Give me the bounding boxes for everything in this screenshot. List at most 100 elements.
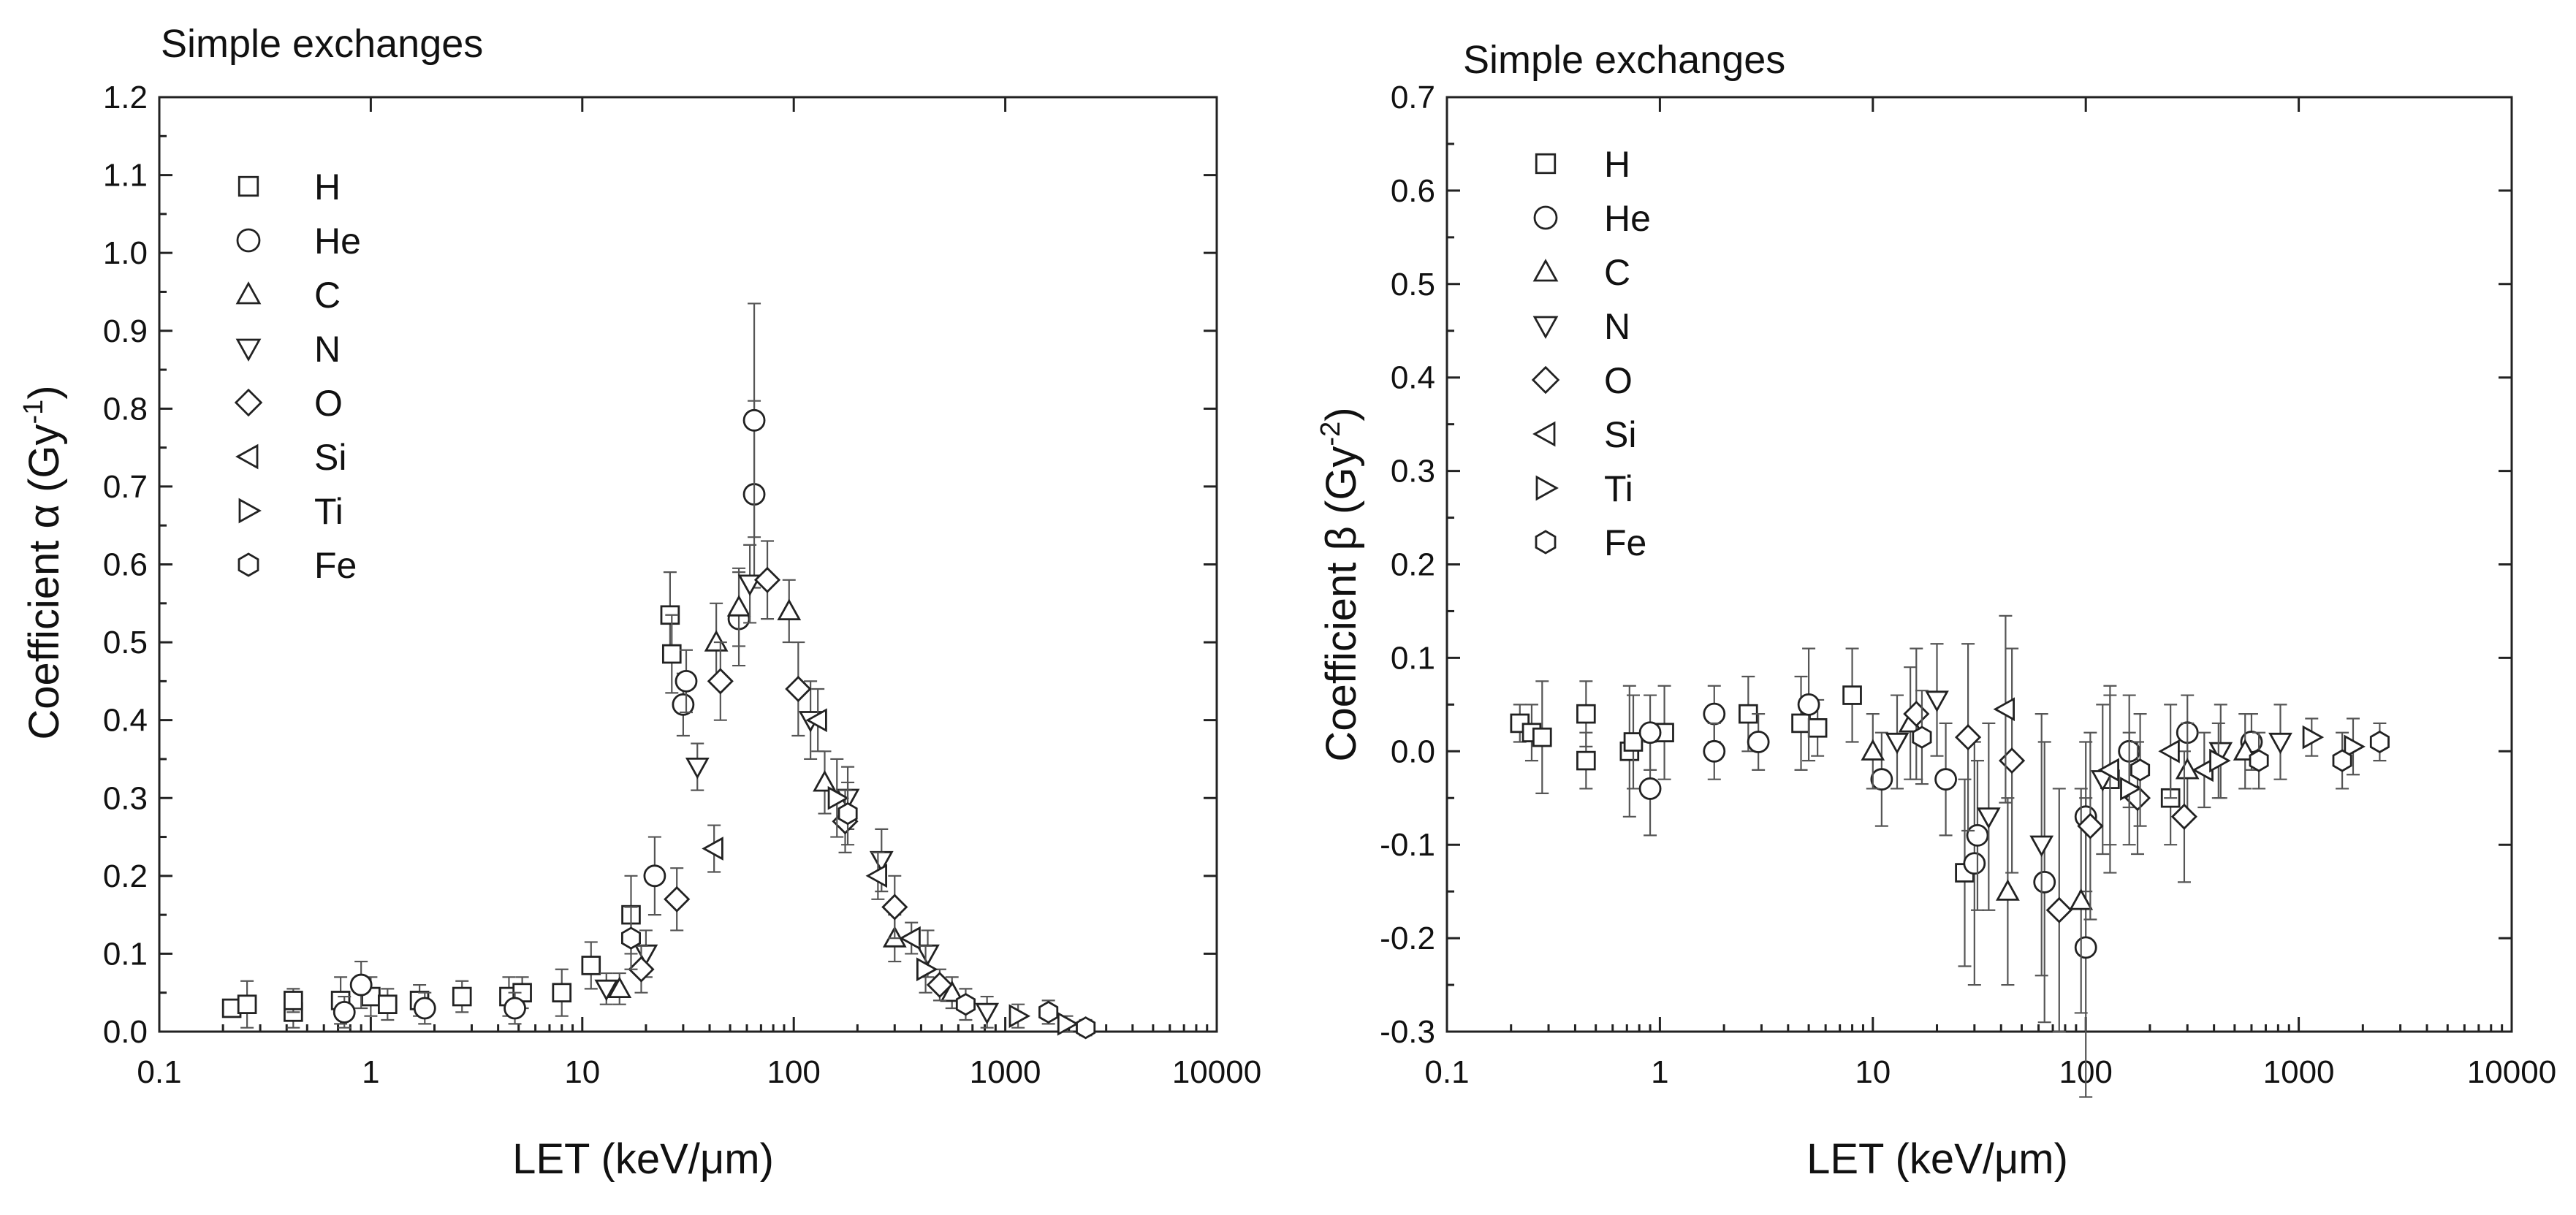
beta-legend: H He CNO Si Ti Fe bbox=[1531, 144, 1651, 563]
alpha-point-he bbox=[413, 997, 436, 1020]
alpha-point-fe bbox=[955, 993, 976, 1016]
beta-point-c bbox=[1861, 739, 1885, 761]
alpha-legend-marker-c bbox=[235, 281, 262, 305]
beta-point-ti bbox=[2209, 748, 2231, 773]
beta-y-tick-label: 0.4 bbox=[1391, 360, 1435, 396]
beta-legend-label-n: N bbox=[1604, 306, 1630, 347]
beta-legend-marker-n bbox=[1532, 316, 1559, 339]
alpha-point-he bbox=[333, 1000, 356, 1024]
alpha-x-tick-label: 0.1 bbox=[137, 1054, 181, 1090]
alpha-legend-label-ti: Ti bbox=[314, 491, 343, 532]
beta-legend-label-fe: Fe bbox=[1604, 522, 1646, 563]
alpha-y-tick-label: 0.9 bbox=[103, 313, 148, 349]
alpha-point-c bbox=[813, 770, 837, 792]
alpha-point-o bbox=[881, 894, 908, 921]
beta-plot-area: -0.3 -0.2 -0.1 0.0 0.1 0.2 0.3 0.4 0.5 0.6 0.7 0.1 1… bbox=[1380, 80, 2556, 1098]
beta-point-h bbox=[1623, 732, 1644, 752]
alpha-point-c bbox=[940, 980, 965, 1002]
alpha-point-o bbox=[628, 956, 655, 983]
beta-x-tick-label: 10000 bbox=[2467, 1054, 2556, 1090]
alpha-point-n bbox=[594, 979, 619, 1002]
beta-legend-label-h: H bbox=[1604, 144, 1630, 185]
beta-legend-label-he: He bbox=[1604, 198, 1651, 239]
beta-point-he bbox=[1747, 731, 1770, 753]
beta-legend-marker-o bbox=[1531, 365, 1560, 395]
alpha-point-o bbox=[707, 668, 734, 695]
alpha-legend-label-fe: Fe bbox=[314, 545, 357, 586]
alpha-point-n bbox=[685, 758, 710, 780]
alpha-point-h bbox=[552, 983, 572, 1003]
alpha-y-tick-label: 1.2 bbox=[103, 80, 148, 115]
alpha-legend-marker-o bbox=[234, 388, 263, 417]
alpha-point-fe bbox=[1076, 1016, 1096, 1040]
alpha-y-tick-label: 0.6 bbox=[103, 547, 148, 583]
beta-point-si bbox=[1993, 697, 2015, 722]
beta-y-tick-label: 0.5 bbox=[1391, 267, 1435, 302]
beta-point-he bbox=[1638, 721, 1662, 744]
beta-y-tick-label: -0.3 bbox=[1380, 1014, 1435, 1050]
alpha-legend-label-h: H bbox=[314, 167, 341, 207]
beta-point-n bbox=[1885, 732, 1910, 755]
beta-point-h bbox=[1532, 727, 1552, 747]
alpha-point-h bbox=[581, 956, 601, 975]
alpha-y-tick-label: 0.5 bbox=[103, 625, 148, 660]
beta-legend-marker-si bbox=[1532, 421, 1556, 447]
alpha-point-he bbox=[675, 669, 698, 693]
alpha-legend-marker-n bbox=[235, 338, 262, 362]
alpha-point-ti bbox=[916, 957, 938, 982]
alpha-legend-label-si: Si bbox=[314, 437, 346, 478]
beta-point-fe bbox=[2249, 749, 2269, 772]
alpha-point-ti bbox=[1008, 1004, 1031, 1029]
alpha-point-o bbox=[753, 566, 781, 593]
alpha-point-ti bbox=[827, 785, 850, 810]
beta-legend-marker-c bbox=[1532, 259, 1559, 282]
alpha-point-si bbox=[899, 926, 921, 951]
alpha-point-c bbox=[607, 976, 632, 998]
alpha-legend-marker-he bbox=[236, 228, 261, 253]
beta-point-c bbox=[2175, 758, 2200, 780]
alpha-y-tick-label: 0.1 bbox=[103, 936, 148, 972]
alpha-y-tick-label: 1.0 bbox=[103, 235, 148, 271]
alpha-y-axis-label: Coefficient α (Gy-1) bbox=[18, 385, 68, 739]
beta-y-axis-label: Coefficient β (Gy-2) bbox=[1315, 407, 1365, 761]
alpha-y-axis-label-close: ) bbox=[20, 385, 68, 399]
alpha-point-si bbox=[805, 708, 827, 733]
beta-point-h bbox=[1842, 685, 1862, 705]
alpha-point-he bbox=[672, 693, 695, 716]
beta-series-si bbox=[1993, 614, 2214, 846]
alpha-chart: Simple exchanges 0.00.10.20.30.40.50.60.… bbox=[18, 22, 1261, 1183]
alpha-point-h bbox=[661, 644, 682, 664]
alpha-series-si bbox=[702, 688, 921, 955]
alpha-y-tick-label: 0.3 bbox=[103, 780, 148, 816]
beta-point-ti bbox=[2302, 725, 2325, 750]
alpha-series-he bbox=[333, 302, 766, 1029]
beta-y-axis-label-close: ) bbox=[1318, 407, 1365, 421]
beta-point-fe bbox=[2369, 730, 2390, 754]
alpha-point-h bbox=[378, 994, 398, 1014]
beta-chart-title: Simple exchanges bbox=[1463, 38, 1785, 82]
alpha-point-fe bbox=[621, 926, 641, 950]
alpha-plot-area: 0.0 0.1 0.2 0.3 0.4 0.5 0.6 0.7 0.8 0.9 1.0 1.1 1.2 0… bbox=[103, 80, 1261, 1090]
beta-series-c bbox=[1861, 666, 2257, 1014]
alpha-point-o bbox=[785, 675, 812, 703]
alpha-point-si bbox=[865, 864, 887, 888]
alpha-point-he bbox=[643, 864, 666, 888]
beta-point-ti bbox=[2120, 777, 2142, 801]
alpha-point-o bbox=[664, 885, 691, 913]
beta-point-c bbox=[2069, 888, 2094, 910]
beta-y-tick-label: 0.2 bbox=[1391, 547, 1435, 583]
alpha-point-c bbox=[704, 630, 729, 652]
beta-y-tick-label: 0.6 bbox=[1391, 173, 1435, 209]
beta-point-he bbox=[2033, 870, 2056, 894]
alpha-point-h bbox=[237, 994, 257, 1014]
beta-x-tick-label: 10 bbox=[1855, 1054, 1891, 1090]
beta-y-tick-label: 0.3 bbox=[1391, 454, 1435, 490]
alpha-y-axis-label-main: Coefficient α (Gy bbox=[20, 424, 68, 739]
beta-y-tick-label: -0.2 bbox=[1380, 921, 1435, 956]
alpha-point-h bbox=[284, 991, 303, 1010]
alpha-legend: H He CNO Si Ti Fe bbox=[234, 167, 361, 586]
alpha-legend-label-c: C bbox=[314, 275, 341, 316]
beta-x-tick-label: 1 bbox=[1651, 1054, 1668, 1090]
alpha-x-axis-label: LET (keV/μm) bbox=[512, 1135, 774, 1183]
